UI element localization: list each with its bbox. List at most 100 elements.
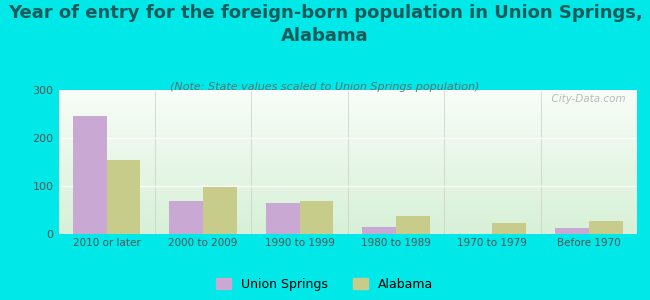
Bar [58, 143, 637, 144]
Bar [58, 154, 637, 155]
Bar [58, 142, 637, 143]
Bar [58, 148, 637, 149]
Bar [58, 147, 637, 148]
Bar [58, 156, 637, 157]
Bar [58, 221, 637, 223]
Bar [58, 163, 637, 164]
Bar [58, 169, 637, 170]
Bar [58, 231, 637, 232]
Bar [58, 180, 637, 181]
Bar [58, 158, 637, 159]
Bar [58, 138, 637, 139]
Bar [73, 116, 107, 234]
Bar [58, 196, 637, 197]
Bar [58, 194, 637, 195]
Bar [58, 118, 637, 119]
Bar [58, 114, 637, 115]
Bar [58, 166, 637, 167]
Bar [58, 107, 637, 108]
Bar [58, 116, 637, 117]
Bar [58, 90, 637, 91]
Bar [58, 211, 637, 212]
Bar [58, 139, 637, 140]
Bar [58, 132, 637, 133]
Bar [58, 214, 637, 215]
Bar [58, 202, 637, 203]
Bar [58, 173, 637, 175]
Bar [58, 215, 637, 216]
Bar [58, 177, 637, 178]
Bar [58, 151, 637, 152]
Bar [58, 181, 637, 182]
Bar [58, 101, 637, 103]
Bar [58, 227, 637, 228]
Bar [58, 100, 637, 101]
Bar [58, 122, 637, 123]
Bar [58, 197, 637, 199]
Bar [107, 160, 140, 234]
Bar [58, 146, 637, 147]
Text: City-Data.com: City-Data.com [545, 94, 625, 104]
Bar [58, 100, 637, 101]
Bar [58, 91, 637, 92]
Bar [58, 219, 637, 220]
Bar [58, 185, 637, 186]
Bar [58, 108, 637, 109]
Bar [58, 216, 637, 217]
Bar [396, 216, 430, 234]
Bar [58, 133, 637, 134]
Bar [58, 96, 637, 97]
Bar [58, 228, 637, 229]
Bar [58, 95, 637, 96]
Bar [58, 184, 637, 185]
Bar [58, 229, 637, 230]
Bar [58, 212, 637, 213]
Bar [170, 201, 203, 234]
Bar [58, 190, 637, 191]
Bar [58, 230, 637, 231]
Bar [58, 161, 637, 162]
Bar [58, 209, 637, 210]
Bar [58, 128, 637, 129]
Bar [58, 186, 637, 187]
Bar [58, 145, 637, 146]
Bar [58, 162, 637, 163]
Bar [58, 129, 637, 130]
Bar [58, 103, 637, 104]
Bar [58, 134, 637, 135]
Bar [58, 105, 637, 106]
Bar [58, 183, 637, 184]
Bar [58, 172, 637, 173]
Bar [58, 111, 637, 112]
Bar [58, 182, 637, 183]
Bar [58, 207, 637, 208]
Bar [58, 121, 637, 122]
Bar [58, 94, 637, 95]
Bar [362, 227, 396, 234]
Legend: Union Springs, Alabama: Union Springs, Alabama [216, 278, 434, 291]
Bar [58, 144, 637, 145]
Bar [58, 131, 637, 132]
Bar [493, 224, 526, 234]
Bar [58, 104, 637, 105]
Bar [58, 99, 637, 100]
Bar [58, 165, 637, 166]
Bar [58, 123, 637, 124]
Bar [58, 226, 637, 227]
Bar [58, 176, 637, 177]
Bar [58, 130, 637, 131]
Bar [58, 98, 637, 99]
Bar [58, 93, 637, 94]
Bar [58, 127, 637, 128]
Bar [58, 164, 637, 165]
Bar [555, 228, 589, 234]
Bar [58, 136, 637, 137]
Bar [58, 224, 637, 225]
Bar [58, 106, 637, 107]
Bar [58, 124, 637, 125]
Bar [58, 153, 637, 154]
Bar [58, 233, 637, 234]
Bar [58, 119, 637, 120]
Bar [58, 109, 637, 110]
Bar [266, 203, 300, 234]
